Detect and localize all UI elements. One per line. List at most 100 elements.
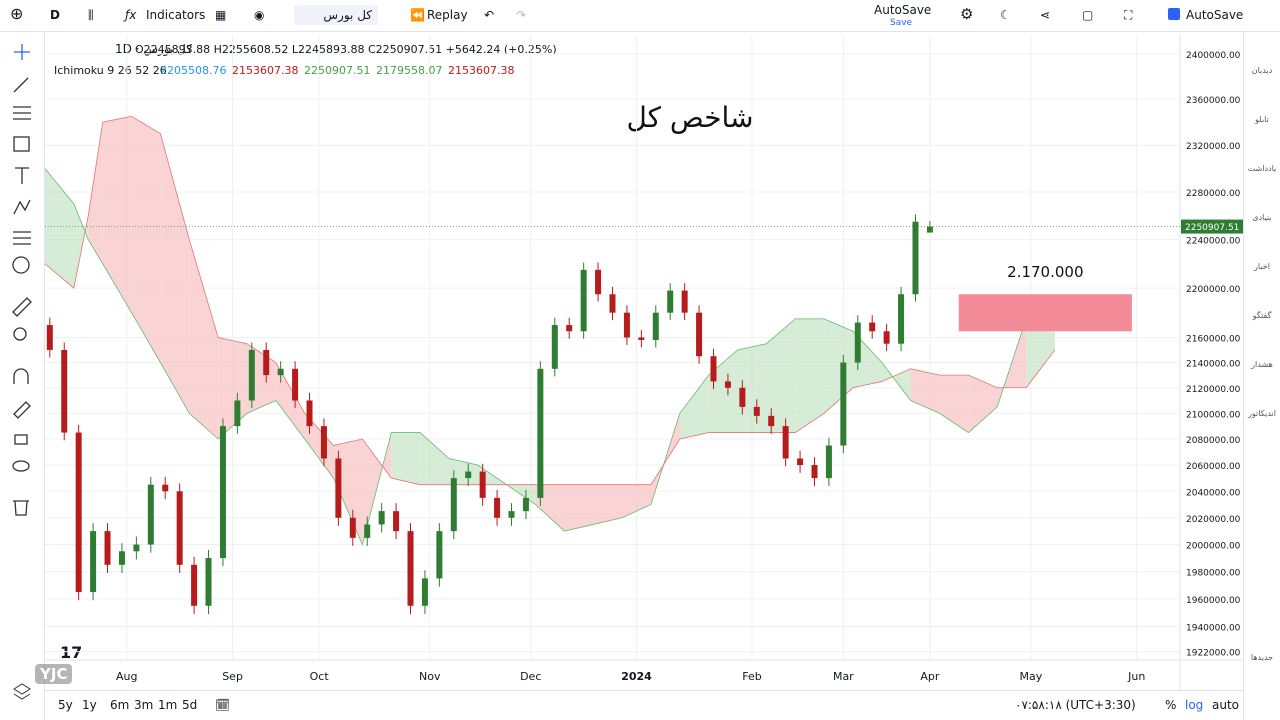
y-tick-label: 2040000.00 [1186, 488, 1241, 498]
cloud-segment [564, 484, 594, 532]
measure-tool[interactable] [12, 297, 32, 317]
indicators-button[interactable]: Indicators [146, 8, 206, 22]
symbol-search[interactable]: کل بورس [294, 5, 378, 25]
delete-tool[interactable] [13, 500, 29, 516]
candle-body [537, 368, 544, 498]
redo[interactable]: ↷ [516, 8, 527, 22]
auto-toggle[interactable]: auto [1212, 698, 1240, 712]
candle-body [479, 471, 486, 498]
fib-tool[interactable] [13, 106, 31, 120]
sidebar-item[interactable]: جدیدها [1250, 653, 1274, 662]
x-tick-label: Apr [920, 670, 940, 683]
sidebar-item[interactable]: بنیادی [1252, 213, 1272, 222]
line-tool[interactable] [13, 77, 29, 93]
fullscreen[interactable]: ⛶ [1124, 8, 1133, 22]
candle-body [825, 445, 832, 479]
y-tick-label: 2060000.00 [1186, 462, 1241, 472]
candle-body [133, 544, 140, 552]
range-button[interactable]: 5d [182, 698, 198, 712]
y-tick-label: 2240000.00 [1186, 237, 1241, 247]
magnet-tool[interactable] [13, 368, 29, 384]
candle-body [768, 415, 775, 427]
log-toggle[interactable]: log [1185, 698, 1204, 712]
cross-tool[interactable] [14, 44, 30, 60]
candle-body [854, 322, 861, 363]
range-button[interactable]: 5y [58, 698, 73, 712]
eye[interactable]: ◉ [254, 8, 265, 22]
candle-body [782, 426, 789, 459]
cloud-segment [391, 432, 421, 485]
candle-body [75, 432, 82, 593]
cloud-segment [766, 318, 796, 433]
hide-tool[interactable] [12, 460, 30, 472]
candle-body [450, 478, 457, 532]
last-price-box [1181, 219, 1243, 234]
candle-body [234, 400, 241, 427]
undo[interactable]: ↶ [484, 8, 495, 22]
date-range[interactable]: 🗓 [215, 698, 231, 712]
bottom-bar: ۰۷:۵۸:۱۸ (UTC+3:30) % log auto 🗓 5y 1y 6m 3… [45, 690, 1244, 720]
zone-label: 2.170.000 [1007, 263, 1083, 281]
sidebar-item[interactable]: اخبار [1254, 262, 1270, 271]
cloud-segment [88, 122, 103, 264]
object-tree[interactable] [0, 675, 44, 715]
y-tick-label: 2100000.00 [1186, 410, 1241, 420]
range-button[interactable]: 1y [82, 698, 97, 712]
sidebar-item[interactable]: گفتگو [1252, 311, 1272, 320]
cloud-segment [73, 203, 89, 289]
candle-body [277, 368, 284, 376]
candle-body [898, 294, 905, 344]
percent-toggle[interactable]: % [1165, 698, 1177, 712]
x-tick-label: Nov [419, 670, 441, 683]
text-tool[interactable] [15, 167, 29, 184]
candle-body [176, 491, 183, 565]
cloud-segment [45, 168, 74, 289]
candle-body [739, 387, 746, 407]
lock-draw-tool[interactable] [13, 401, 31, 419]
sidebar-item[interactable]: یادداشت [1247, 164, 1277, 173]
sidebar-item[interactable]: تابلو [1255, 115, 1269, 124]
candle-body [407, 531, 414, 606]
settings[interactable]: ⚙ [960, 5, 974, 23]
range-button[interactable]: 3m [134, 698, 154, 712]
sidebar-item[interactable]: دیدبان [1251, 66, 1273, 75]
drawing-toolbar [0, 32, 45, 720]
candle-body [364, 524, 371, 538]
emoji-tool[interactable] [12, 256, 30, 274]
lock-tool[interactable] [14, 434, 28, 445]
cloud-segment [131, 116, 161, 363]
zoom-tool[interactable] [13, 327, 27, 341]
candle-body [912, 221, 919, 295]
pattern-tool[interactable] [13, 199, 31, 215]
range-button[interactable]: 6m [110, 698, 130, 712]
share[interactable]: ⋖ [1040, 8, 1051, 22]
candle-body [90, 531, 97, 593]
checkbox[interactable] [1168, 8, 1180, 20]
candle-body [191, 564, 198, 606]
candle-body [724, 381, 731, 388]
y-tick-label: 1922000.00 [1186, 649, 1241, 659]
forecast-tool[interactable] [13, 231, 31, 245]
candle-body [162, 484, 169, 492]
cloud-segment [160, 133, 190, 414]
sidebar-item[interactable]: هشدار [1251, 360, 1273, 369]
interval[interactable]: D [50, 8, 60, 22]
candle-body [652, 312, 659, 340]
shape-tool[interactable] [13, 136, 30, 152]
add-symbol[interactable]: ⊕ [10, 4, 24, 23]
theme[interactable]: ☾ [1000, 8, 1011, 22]
cloud-segment [1026, 312, 1055, 388]
candle-body [205, 558, 212, 606]
chart-type[interactable]: ⫼ [88, 8, 94, 22]
x-tick-label: Sep [222, 670, 243, 683]
sidebar-item[interactable]: اندیکاتور [1248, 409, 1276, 418]
legend-value: 2153607.38 [232, 64, 298, 77]
autosave-title[interactable]: AutoSave [874, 3, 932, 17]
cloud-segment [824, 318, 853, 414]
range-button[interactable]: 1m [158, 698, 178, 712]
snapshot[interactable]: ▢ [1082, 8, 1094, 22]
candle-body [566, 325, 573, 332]
replay-button[interactable]: Replay [427, 8, 468, 22]
layouts[interactable]: ▦ [215, 8, 227, 22]
candle-body [306, 400, 313, 427]
